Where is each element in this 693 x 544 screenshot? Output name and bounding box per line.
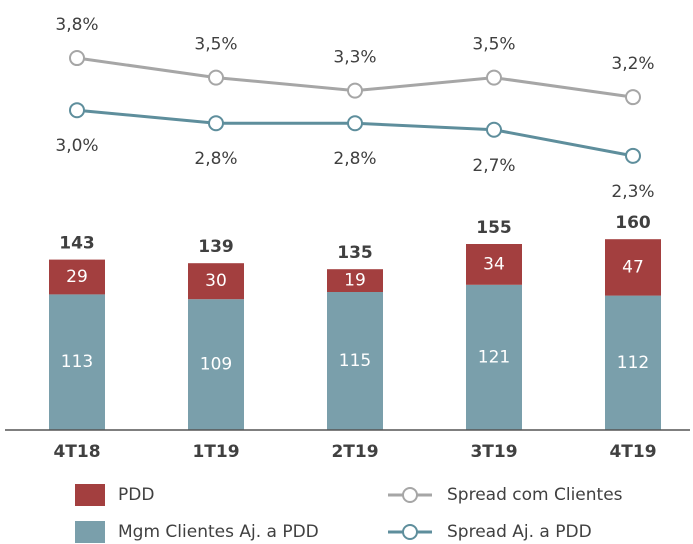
x-tick-label: 2T19 xyxy=(331,442,378,462)
line-value-label: 3,0% xyxy=(55,136,98,156)
bar-value-label: 30 xyxy=(205,271,227,291)
bar-value-label: 29 xyxy=(66,267,88,287)
bar-value-label: 19 xyxy=(344,271,366,291)
legend-label: Spread com Clientes xyxy=(447,485,623,505)
bar-segment xyxy=(188,299,244,430)
bar-segment xyxy=(605,295,661,430)
bar-segment xyxy=(605,239,661,296)
bar-segment xyxy=(49,294,105,430)
bar-segment xyxy=(327,292,383,430)
line-value-label: 2,7% xyxy=(472,156,515,176)
legend-label: PDD xyxy=(118,485,154,505)
bar-value-label: 115 xyxy=(339,351,371,371)
x-tick-label: 4T19 xyxy=(609,442,656,462)
bar-total-label: 155 xyxy=(476,218,512,238)
line-point xyxy=(486,69,502,86)
legend-swatch xyxy=(75,484,105,506)
bar-value-label: 47 xyxy=(622,257,644,277)
line-point xyxy=(69,50,85,67)
bar-total-label: 160 xyxy=(615,213,651,233)
line-value-label: 2,8% xyxy=(333,149,376,169)
line-value-label: 3,5% xyxy=(472,35,515,55)
legend-marker xyxy=(402,524,418,540)
line-value-label: 3,8% xyxy=(55,15,98,35)
x-tick-label: 1T19 xyxy=(192,442,239,462)
bar-value-label: 34 xyxy=(483,254,505,274)
bar-segment xyxy=(327,269,383,292)
line-value-label: 2,3% xyxy=(611,182,654,202)
bar-segment xyxy=(49,259,105,295)
bar-segment xyxy=(188,263,244,300)
line-point xyxy=(69,102,85,119)
line-value-label: 2,8% xyxy=(194,149,237,169)
line-value-label: 3,3% xyxy=(333,48,376,68)
bar-total-label: 135 xyxy=(337,243,373,263)
bar-value-label: 113 xyxy=(61,352,93,372)
x-tick-label: 3T19 xyxy=(470,442,517,462)
bar-total-label: 139 xyxy=(198,237,234,257)
line-point xyxy=(625,89,641,106)
bar-value-label: 121 xyxy=(478,347,510,367)
x-tick-label: 4T18 xyxy=(53,442,100,462)
bar-value-label: 109 xyxy=(200,355,232,375)
bar-segment xyxy=(466,284,522,430)
legend-label: Mgm Clientes Aj. a PDD xyxy=(118,522,319,542)
legend-marker xyxy=(402,487,418,503)
bar-value-label: 112 xyxy=(617,353,649,373)
line-point xyxy=(347,115,363,132)
line-point xyxy=(486,121,502,138)
legend-label: Spread Aj. a PDD xyxy=(447,522,592,542)
line-point xyxy=(208,69,224,86)
line-point xyxy=(347,82,363,99)
line-point xyxy=(625,147,641,164)
line-value-label: 3,5% xyxy=(194,35,237,55)
line-point xyxy=(208,115,224,132)
legend-swatch xyxy=(75,521,105,543)
bar-total-label: 143 xyxy=(59,234,95,254)
bar-segment xyxy=(466,244,522,285)
line-value-label: 3,2% xyxy=(611,54,654,74)
